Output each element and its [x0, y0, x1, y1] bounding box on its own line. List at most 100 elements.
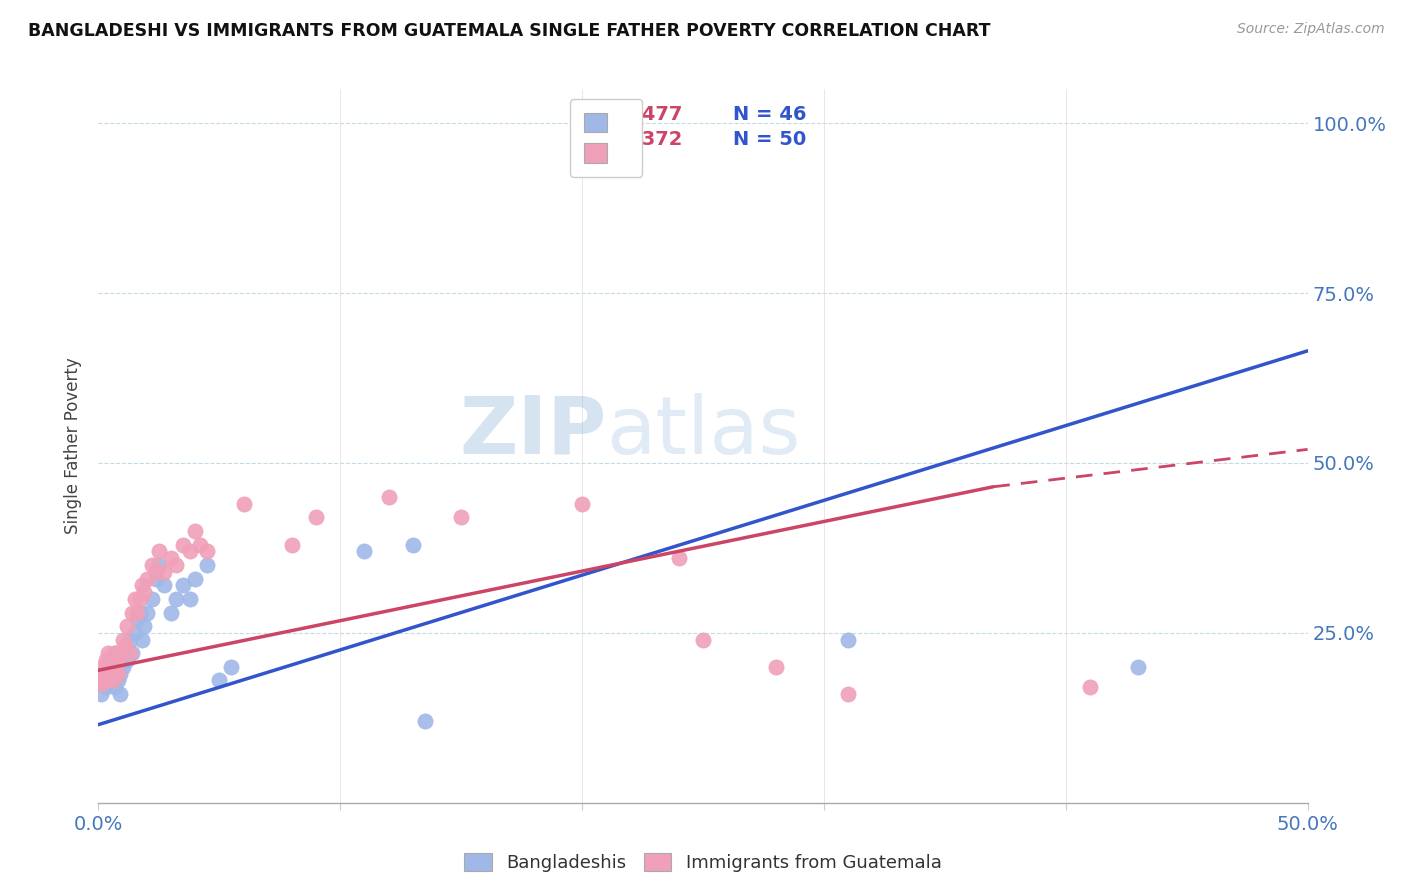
Point	[101, 660, 124, 674]
Point	[145, 572, 167, 586]
Point	[402, 537, 425, 551]
Point	[134, 585, 156, 599]
Point	[117, 619, 139, 633]
Point	[104, 646, 127, 660]
Point	[124, 591, 146, 606]
Point	[127, 612, 149, 626]
Point	[692, 632, 714, 647]
Point	[208, 673, 231, 688]
Point	[837, 687, 859, 701]
Point	[101, 666, 124, 681]
Point	[107, 653, 129, 667]
Point	[152, 565, 174, 579]
Point	[111, 632, 134, 647]
Point	[91, 666, 114, 681]
Point	[104, 646, 127, 660]
Point	[450, 510, 472, 524]
Point	[571, 497, 593, 511]
Point	[128, 591, 150, 606]
Point	[131, 632, 153, 647]
Point	[91, 673, 114, 688]
Text: N = 50: N = 50	[734, 129, 807, 149]
Point	[128, 606, 150, 620]
Point	[97, 673, 120, 688]
Point	[188, 537, 211, 551]
Point	[94, 660, 117, 674]
Point	[160, 551, 183, 566]
Point	[135, 606, 157, 620]
Point	[353, 544, 375, 558]
Text: R = 0.372: R = 0.372	[576, 129, 682, 149]
Point	[90, 677, 112, 691]
Point	[377, 490, 399, 504]
Point	[148, 544, 170, 558]
Text: R = 0.477: R = 0.477	[576, 104, 682, 124]
Point	[108, 687, 131, 701]
Point	[108, 666, 131, 681]
Point	[668, 551, 690, 566]
Point	[90, 666, 112, 681]
Point	[413, 714, 436, 729]
Text: ZIP: ZIP	[458, 392, 606, 471]
Point	[107, 666, 129, 681]
Point	[104, 680, 127, 694]
Text: Source: ZipAtlas.com: Source: ZipAtlas.com	[1237, 22, 1385, 37]
Point	[117, 653, 139, 667]
Point	[94, 666, 117, 681]
Point	[114, 640, 136, 654]
Point	[145, 565, 167, 579]
Point	[1128, 660, 1150, 674]
Point	[118, 646, 141, 660]
Point	[111, 646, 134, 660]
Point	[97, 666, 120, 681]
Point	[195, 558, 218, 572]
Point	[91, 660, 114, 674]
Point	[107, 660, 129, 674]
Point	[184, 524, 207, 538]
Point	[94, 653, 117, 667]
Point	[90, 687, 112, 701]
Point	[765, 660, 787, 674]
Point	[184, 572, 207, 586]
Point	[121, 606, 143, 620]
Point	[90, 677, 112, 691]
Point	[100, 666, 122, 681]
Point	[160, 606, 183, 620]
Y-axis label: Single Father Poverty: Single Father Poverty	[65, 358, 83, 534]
Point	[165, 591, 187, 606]
Point	[97, 646, 120, 660]
Point	[221, 660, 243, 674]
Point	[101, 673, 124, 688]
Point	[232, 497, 254, 511]
Point	[172, 537, 194, 551]
Point	[121, 646, 143, 660]
Point	[135, 572, 157, 586]
Point	[141, 591, 163, 606]
Point	[127, 606, 149, 620]
Point	[100, 660, 122, 674]
Point	[131, 578, 153, 592]
Point	[179, 544, 201, 558]
Point	[152, 578, 174, 592]
Point	[111, 660, 134, 674]
Point	[837, 632, 859, 647]
Point	[118, 632, 141, 647]
Point	[124, 626, 146, 640]
Text: N = 46: N = 46	[734, 104, 807, 124]
Point	[305, 510, 328, 524]
Point	[108, 646, 131, 660]
Point	[141, 558, 163, 572]
Point	[165, 558, 187, 572]
Point	[179, 591, 201, 606]
Point	[281, 537, 304, 551]
Point	[172, 578, 194, 592]
Legend: Bangladeshis, Immigrants from Guatemala: Bangladeshis, Immigrants from Guatemala	[457, 846, 949, 880]
Point	[100, 653, 122, 667]
Point	[107, 673, 129, 688]
Text: BANGLADESHI VS IMMIGRANTS FROM GUATEMALA SINGLE FATHER POVERTY CORRELATION CHART: BANGLADESHI VS IMMIGRANTS FROM GUATEMALA…	[28, 22, 991, 40]
Point	[101, 653, 124, 667]
Point	[91, 673, 114, 688]
Point	[100, 673, 122, 688]
Point	[97, 673, 120, 688]
Text: atlas: atlas	[606, 392, 800, 471]
